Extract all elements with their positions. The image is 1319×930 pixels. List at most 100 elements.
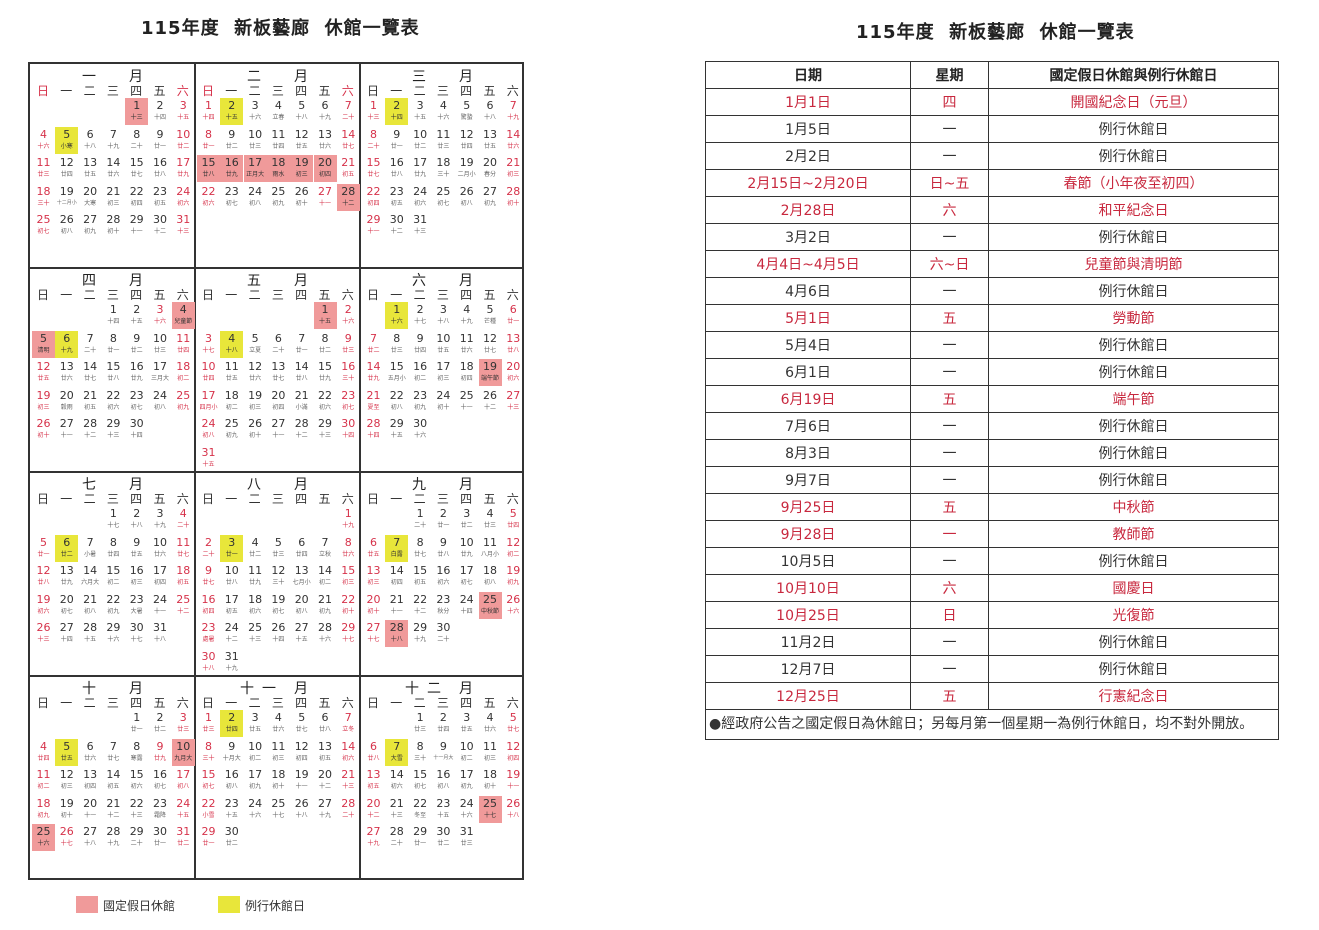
lunar-date: 十三	[414, 228, 427, 235]
day-number: 6	[321, 711, 329, 724]
day-number: 28	[318, 621, 332, 634]
day-number: 10	[413, 127, 428, 141]
weekday-header: 三	[436, 288, 449, 302]
month-word: 月	[294, 69, 308, 85]
lunar-date: 大暑	[130, 607, 143, 615]
day-cell: 15 五月小	[385, 359, 408, 386]
day-cell: 24 十六	[244, 796, 267, 823]
month-number: 十一	[240, 681, 284, 697]
weekday-header: 四	[295, 84, 308, 98]
lunar-date: 廿二	[177, 840, 190, 847]
header-closure: 國定假日休館與例行休館日	[988, 61, 1279, 89]
lunar-date: 廿三	[390, 346, 403, 354]
lunar-date: 夏至	[367, 403, 380, 411]
day-number: 26	[248, 417, 263, 430]
day-cell: 19 初三	[244, 388, 267, 415]
lunar-date: 立冬	[342, 726, 355, 733]
lunar-date: 十二	[318, 783, 331, 790]
lunar-date: 十一	[84, 811, 97, 819]
cell-weekday: 六	[910, 574, 989, 602]
day-cell: 13 廿九	[55, 563, 78, 590]
day-cell: 4 兒童節	[171, 302, 195, 329]
day-cell: 29 十一	[362, 212, 385, 239]
weekday-header: 四	[460, 288, 473, 302]
lunar-date: 廿四	[177, 346, 190, 354]
day-cell: 27 十四	[55, 620, 78, 647]
cell-date: 10月5日	[705, 547, 911, 575]
day-cell: 8 廿七	[409, 535, 432, 562]
day-cell: 3 廿二	[455, 506, 478, 533]
weekday-header: 一	[225, 696, 238, 710]
month-11: 十一月日一二三四五六 1 廿三 2 廿四 3 廿五 4 廿六 5 廿七 6 廿八 7 立冬 8 三十 9 十月大 10…	[195, 676, 360, 880]
lunar-date: 廿四	[272, 142, 285, 150]
lunar-date: 廿三	[249, 142, 262, 150]
day-number: 19	[59, 184, 74, 198]
cell-name: 端午節	[988, 385, 1279, 413]
day-number: 18	[176, 360, 191, 373]
day-number: 9	[439, 739, 447, 753]
day-number: 30	[153, 825, 167, 838]
lunar-date: 十三	[249, 636, 262, 643]
lunar-date: 廿四	[225, 726, 238, 733]
day-cell: 21 十一	[385, 592, 408, 619]
day-cell: 27 十九	[314, 796, 337, 823]
day-cell: 28 十二	[79, 416, 102, 443]
lunar-date: 廿九	[414, 171, 427, 178]
day-number: 28	[83, 417, 98, 430]
day-cell: 11 初三	[267, 739, 290, 766]
grid-line	[30, 471, 522, 473]
weekday-header: 一	[60, 696, 73, 710]
lunar-date: 十一	[367, 228, 380, 235]
day-number: 15	[413, 768, 428, 781]
lunar-date: 廿五	[225, 375, 238, 382]
day-cell: 30 十七	[125, 620, 148, 647]
day-number: 27	[294, 621, 309, 634]
day-cell: 14 六月大	[79, 563, 102, 590]
day-number: 31	[176, 825, 191, 838]
month-number: 二	[247, 69, 269, 85]
day-cell: 18 雨水	[266, 155, 290, 182]
cell-name: 例行休館日	[988, 358, 1279, 386]
weekday-header: 二	[248, 696, 261, 710]
day-number: 21	[106, 184, 121, 198]
day-number: 3	[416, 99, 424, 112]
lunar-date: 廿五	[437, 346, 450, 354]
day-number: 12	[294, 739, 309, 753]
lunar-date: 廿九	[177, 171, 190, 178]
day-number: 28	[341, 796, 356, 810]
lunar-date: 初六	[437, 579, 450, 586]
day-cell: 20 十一	[79, 796, 102, 823]
day-number: 24	[413, 184, 428, 198]
day-cell: 9 十月大	[220, 739, 243, 766]
day-number: 21	[83, 592, 98, 606]
lunar-date: 十六	[437, 114, 450, 121]
day-number: 22	[389, 388, 404, 402]
day-number: 1	[344, 507, 352, 520]
day-number: 24	[153, 592, 167, 606]
lunar-date: 廿四	[295, 550, 308, 558]
table-row: 10月10日六國慶日	[705, 574, 1279, 602]
month-number: 三	[412, 69, 434, 85]
lunar-date: 廿五	[84, 171, 97, 178]
day-number: 15	[201, 768, 216, 781]
lunar-date: 初七	[414, 783, 427, 790]
day-cell: 3 廿五	[244, 710, 267, 737]
day-cell: 16 初七	[149, 767, 172, 794]
day-cell: 5 十八	[290, 98, 313, 125]
lunar-date: 十四	[60, 636, 73, 643]
lunar-date: 廿五	[60, 754, 73, 762]
lunar-date: 初四	[295, 754, 308, 762]
cell-date: 12月7日	[705, 655, 911, 683]
weekday-header: 五	[483, 492, 496, 506]
lunar-date: 初三	[37, 403, 50, 411]
day-cell: 3 十八	[432, 302, 455, 329]
lunar-date: 廿二	[60, 550, 73, 558]
table-row: 2月15日~2月20日 日~五 春節（小年夜至初四）	[705, 169, 1279, 197]
day-number: 19	[36, 592, 51, 606]
lunar-date: 廿三	[342, 346, 355, 354]
cell-name: 例行休館日	[988, 628, 1279, 656]
day-cell: 22 初九	[102, 592, 125, 619]
day-number: 29	[318, 417, 332, 430]
day-cell: 12 初二	[502, 535, 525, 562]
lunar-date: 廿四	[202, 375, 215, 382]
